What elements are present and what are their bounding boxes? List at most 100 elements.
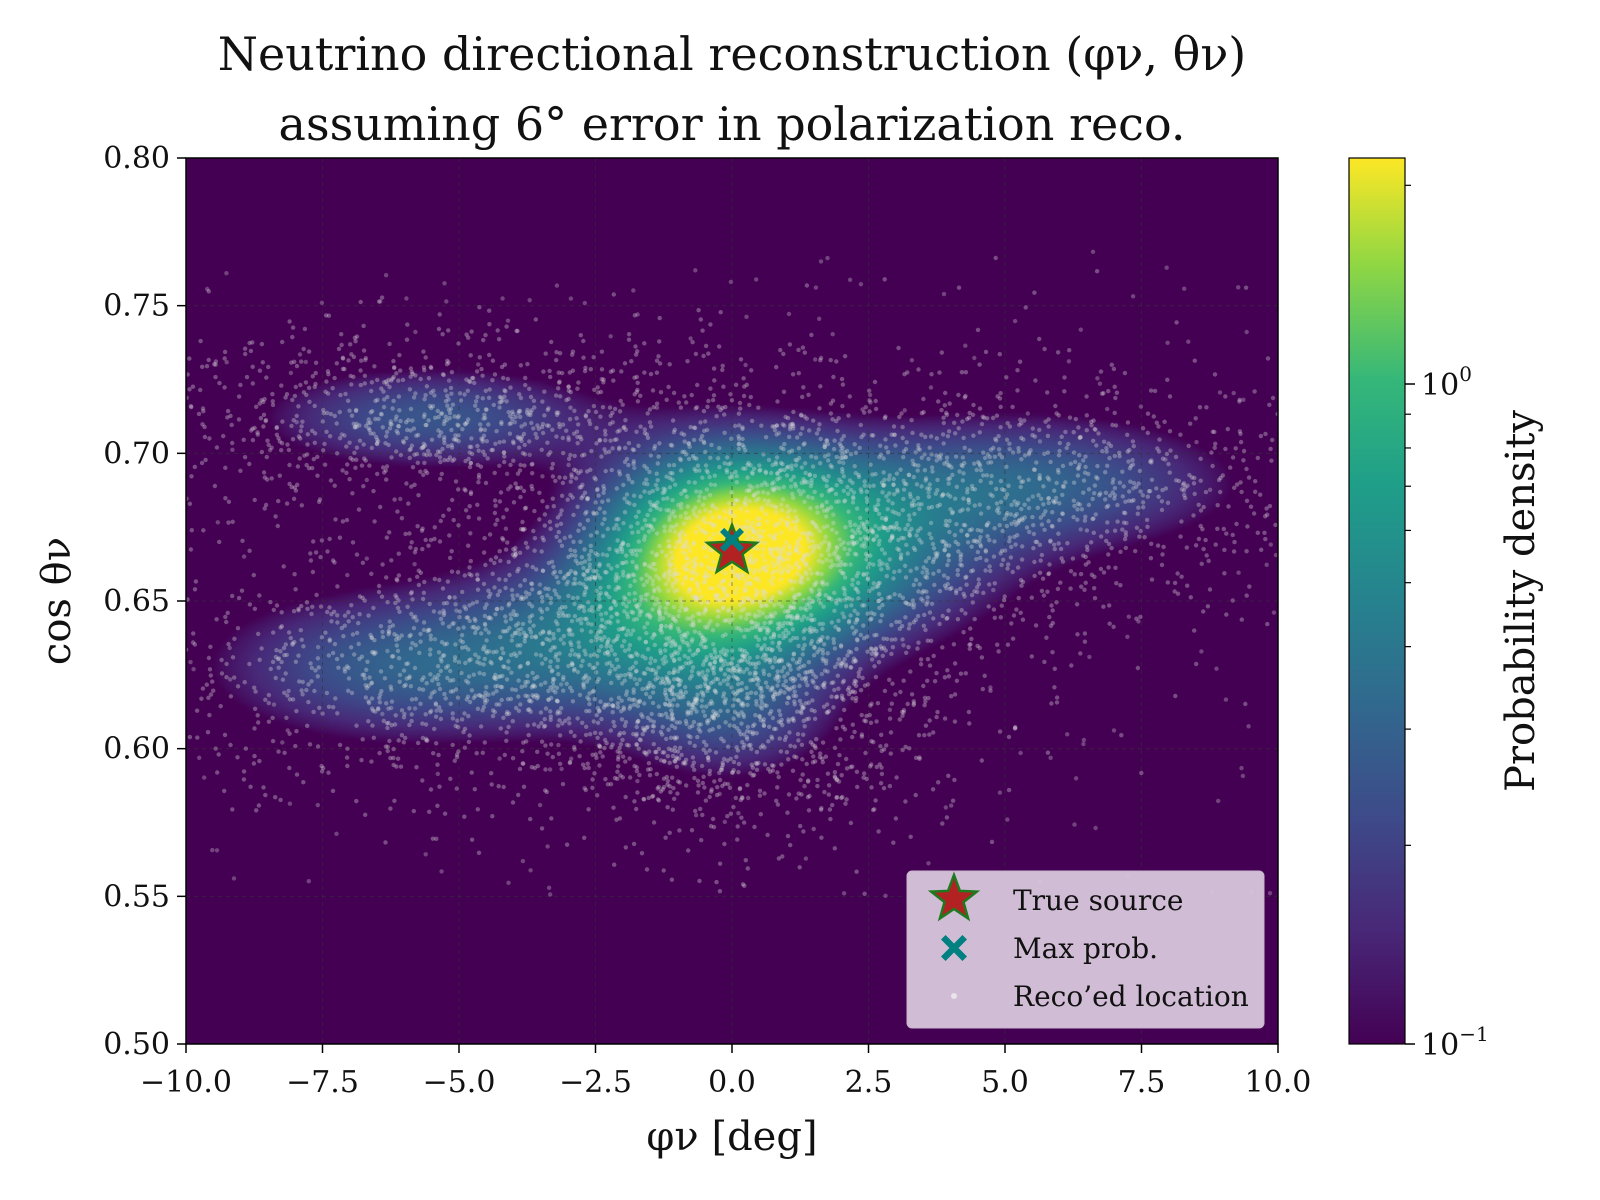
scatter-point — [927, 445, 932, 450]
scatter-point — [576, 644, 582, 649]
scatter-point — [744, 581, 749, 587]
scatter-point — [1179, 487, 1185, 492]
scatter-point — [363, 812, 368, 817]
scatter-point — [520, 451, 526, 456]
scatter-point — [1064, 445, 1069, 451]
scatter-point — [498, 684, 504, 689]
scatter-point — [408, 545, 413, 550]
scatter-point — [446, 397, 451, 402]
scatter-point — [656, 704, 661, 709]
scatter-point — [1167, 470, 1173, 475]
scatter-point — [595, 720, 601, 725]
scatter-point — [488, 557, 494, 563]
scatter-point — [980, 414, 985, 419]
scatter-point — [959, 370, 965, 375]
scatter-point — [660, 724, 665, 730]
scatter-point — [838, 717, 843, 722]
scatter-point — [1023, 305, 1028, 310]
scatter-point — [408, 366, 414, 371]
scatter-point — [810, 760, 816, 765]
scatter-point — [489, 782, 494, 787]
scatter-point — [721, 756, 727, 762]
scatter-point — [602, 737, 608, 743]
scatter-point — [809, 707, 814, 713]
scatter-point — [361, 348, 367, 353]
scatter-point — [483, 480, 489, 486]
scatter-point — [1196, 536, 1202, 542]
scatter-point — [1106, 441, 1111, 446]
scatter-point — [994, 438, 999, 443]
scatter-point — [468, 460, 473, 466]
scatter-point — [484, 439, 489, 444]
scatter-point — [838, 563, 843, 568]
scatter-point — [733, 423, 738, 429]
scatter-point — [607, 546, 612, 552]
scatter-point — [1145, 524, 1150, 529]
scatter-point — [290, 697, 296, 702]
scatter-point — [666, 727, 671, 732]
scatter-point — [683, 551, 688, 556]
scatter-point — [806, 778, 811, 783]
scatter-point — [634, 742, 639, 747]
scatter-point — [405, 427, 410, 433]
scatter-point — [997, 729, 1003, 734]
scatter-point — [785, 415, 791, 421]
scatter-point — [598, 389, 604, 395]
scatter-point — [456, 523, 461, 528]
scatter-point — [672, 667, 677, 672]
scatter-point — [1107, 603, 1112, 608]
scatter-point — [242, 346, 248, 351]
scatter-point — [894, 524, 899, 530]
scatter-point — [942, 461, 947, 466]
scatter-point — [252, 606, 258, 611]
scatter-point — [944, 616, 949, 621]
scatter-point — [1084, 544, 1090, 549]
scatter-point — [938, 452, 944, 457]
scatter-point — [824, 581, 830, 587]
scatter-point — [324, 410, 330, 416]
scatter-point — [602, 510, 607, 515]
scatter-point — [609, 467, 614, 473]
scatter-point — [604, 570, 609, 575]
scatter-point — [567, 721, 572, 726]
scatter-point — [432, 393, 437, 398]
scatter-point — [874, 719, 879, 724]
scatter-point — [749, 553, 754, 558]
scatter-point — [801, 732, 806, 737]
scatter-point — [1140, 500, 1146, 505]
scatter-point — [1119, 733, 1124, 738]
scatter-point — [1046, 500, 1051, 506]
scatter-point — [815, 783, 820, 789]
scatter-point — [511, 439, 516, 444]
scatter-point — [502, 454, 507, 459]
scatter-point — [603, 432, 608, 437]
scatter-point — [1091, 530, 1097, 535]
scatter-point — [864, 776, 869, 782]
scatter-point — [701, 662, 706, 667]
scatter-point — [577, 692, 583, 698]
scatter-point — [299, 637, 304, 642]
scatter-point — [706, 565, 711, 570]
scatter-point — [741, 596, 746, 601]
scatter-point — [363, 695, 368, 700]
scatter-point — [386, 442, 391, 448]
scatter-point — [702, 681, 708, 686]
scatter-point — [581, 572, 586, 577]
scatter-point — [770, 462, 775, 468]
scatter-point — [637, 609, 643, 614]
scatter-point — [789, 685, 794, 691]
scatter-point — [787, 663, 793, 668]
scatter-point — [1230, 532, 1235, 538]
scatter-point — [808, 587, 814, 592]
scatter-point — [1083, 514, 1088, 519]
scatter-point — [888, 751, 893, 756]
scatter-point — [449, 445, 455, 450]
scatter-point — [481, 647, 486, 652]
scatter-point — [853, 531, 858, 536]
scatter-point — [1049, 603, 1054, 608]
scatter-point — [738, 406, 743, 411]
scatter-point — [718, 708, 723, 714]
scatter-point — [931, 546, 937, 551]
scatter-point — [595, 793, 600, 798]
